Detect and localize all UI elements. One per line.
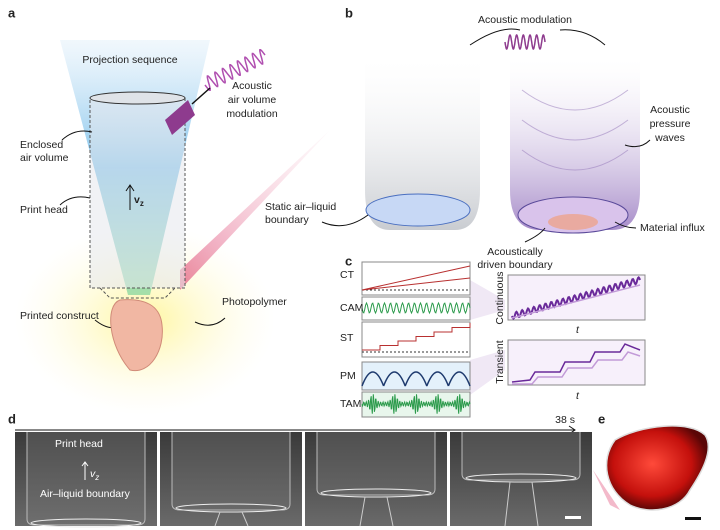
axis-label: Transient bbox=[494, 340, 506, 383]
label: Print head bbox=[20, 204, 68, 216]
v: v bbox=[90, 468, 96, 480]
label: air volume bbox=[20, 152, 69, 164]
label: Acoustic bbox=[650, 104, 690, 116]
axis-label: Continuous bbox=[494, 271, 506, 324]
construct bbox=[214, 511, 249, 527]
label: Acoustically bbox=[487, 246, 543, 258]
label: modulation bbox=[226, 108, 278, 120]
z: z bbox=[94, 473, 99, 482]
label: Projection sequence bbox=[82, 54, 177, 66]
print-head bbox=[461, 432, 581, 481]
connector bbox=[593, 470, 620, 510]
velocity: vz bbox=[134, 194, 144, 208]
label: Print head bbox=[55, 438, 103, 450]
label: pressure bbox=[650, 118, 691, 130]
video-frame bbox=[450, 432, 592, 526]
transient-curve-2 bbox=[512, 351, 641, 385]
curved-arrows bbox=[469, 28, 606, 46]
video-frame bbox=[15, 432, 157, 526]
panel-label: e bbox=[598, 411, 605, 426]
print-head bbox=[26, 432, 146, 526]
video-frame bbox=[305, 432, 447, 526]
continuous-curve bbox=[511, 275, 641, 321]
cam-signal bbox=[361, 301, 471, 315]
panel-label: d bbox=[8, 411, 16, 426]
boundary bbox=[175, 503, 287, 513]
boundary bbox=[465, 473, 577, 483]
printed-heart bbox=[110, 299, 163, 372]
pm-box bbox=[361, 361, 471, 391]
arrow bbox=[191, 87, 211, 105]
pressure-waves bbox=[521, 89, 629, 171]
row-label: CAM bbox=[340, 302, 363, 314]
tam-bursts bbox=[361, 394, 471, 414]
label: air volume bbox=[228, 94, 277, 106]
speaker bbox=[165, 100, 195, 135]
static-boundary bbox=[365, 193, 471, 227]
velocity-arrow bbox=[81, 461, 89, 480]
label: Static air–liquid bbox=[265, 201, 336, 213]
frames bbox=[15, 432, 592, 528]
row-label: CT bbox=[340, 269, 355, 281]
scale-bar bbox=[685, 517, 701, 520]
z: z bbox=[140, 199, 144, 208]
print-head bbox=[316, 432, 436, 496]
pm-arcs bbox=[361, 371, 471, 387]
continuous-curve-2 bbox=[511, 284, 641, 319]
label: Enclosed bbox=[20, 139, 63, 151]
panel-b bbox=[321, 28, 651, 243]
label: boundary bbox=[265, 214, 310, 226]
panel-e bbox=[593, 425, 710, 520]
leader-lines bbox=[59, 130, 226, 329]
label: Acoustic modulation bbox=[478, 14, 572, 26]
panel-label: c bbox=[345, 253, 352, 268]
labels: a b c d e Projection sequence Acoustic a… bbox=[8, 5, 706, 499]
construct bbox=[359, 496, 394, 527]
scale-bar bbox=[565, 516, 581, 519]
construct bbox=[504, 481, 539, 527]
print-head-top bbox=[89, 91, 186, 105]
transient-curve bbox=[511, 343, 641, 383]
leader-lines bbox=[321, 139, 651, 243]
label: Printed construct bbox=[20, 310, 99, 322]
connector bbox=[470, 350, 505, 395]
boundary bbox=[320, 488, 432, 498]
print-head-tip bbox=[99, 287, 176, 299]
row-label: PM bbox=[340, 370, 356, 382]
boundary bbox=[30, 518, 142, 528]
velocity-arrow bbox=[125, 184, 135, 210]
print-head bbox=[89, 97, 186, 289]
print-head bbox=[171, 432, 291, 511]
velocity: vz bbox=[90, 468, 99, 482]
axis-label: t bbox=[576, 390, 580, 402]
connector bbox=[470, 280, 505, 320]
label: Acoustic bbox=[232, 80, 272, 92]
v: v bbox=[134, 194, 140, 206]
panel-d bbox=[15, 425, 592, 528]
acoustic-wave bbox=[204, 49, 266, 91]
pink-beam bbox=[180, 130, 330, 290]
label: Photopolymer bbox=[222, 296, 287, 308]
label: 38 s bbox=[555, 414, 575, 426]
label: waves bbox=[654, 132, 685, 144]
label: Material influx bbox=[640, 222, 706, 234]
panel-a bbox=[15, 40, 330, 415]
ct-lines bbox=[361, 265, 471, 291]
axis-label: t bbox=[576, 324, 580, 336]
panel-c bbox=[361, 261, 646, 418]
panel-label: a bbox=[8, 5, 16, 20]
row-label: TAM bbox=[340, 398, 361, 410]
panel-label: b bbox=[345, 5, 353, 20]
acoustic-wave bbox=[504, 33, 546, 51]
label: Air–liquid boundary bbox=[40, 488, 131, 500]
label: driven boundary bbox=[477, 259, 553, 271]
material-influx bbox=[548, 214, 598, 230]
static-head bbox=[365, 60, 480, 230]
printed-organ bbox=[605, 425, 710, 511]
row-label: ST bbox=[340, 332, 354, 344]
st-steps bbox=[362, 323, 471, 351]
